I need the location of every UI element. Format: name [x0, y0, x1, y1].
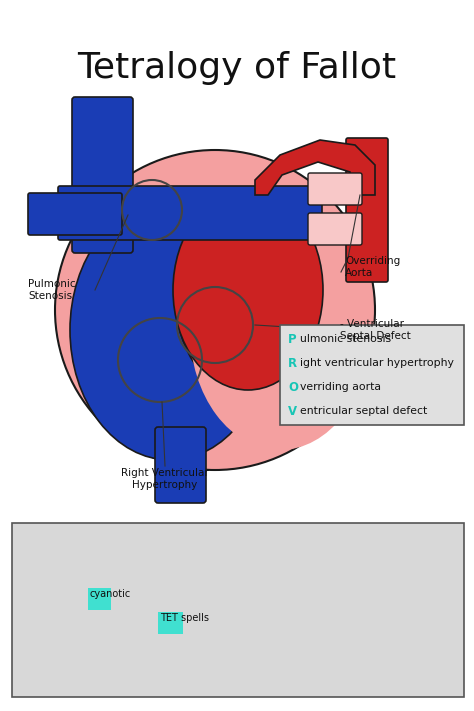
Text: ulmonic stenosis: ulmonic stenosis [300, 334, 391, 344]
FancyBboxPatch shape [88, 587, 111, 609]
Text: ight ventricular hypertrophy: ight ventricular hypertrophy [300, 358, 454, 368]
FancyBboxPatch shape [280, 325, 464, 425]
FancyBboxPatch shape [58, 186, 322, 240]
FancyBboxPatch shape [28, 193, 122, 235]
PathPatch shape [255, 140, 375, 195]
Text: · 4 defects: VSD, pulmonary stenosis, R ventricular hypertrophy, ↑ overriding ao: · 4 defects: VSD, pulmonary stenosis, R … [24, 565, 432, 575]
FancyBboxPatch shape [12, 523, 464, 697]
FancyBboxPatch shape [308, 173, 362, 205]
Text: P: P [288, 333, 297, 346]
Text: Right Ventricular
Hypertrophy: Right Ventricular Hypertrophy [121, 468, 209, 490]
FancyBboxPatch shape [346, 138, 388, 282]
Text: O: O [288, 380, 298, 394]
Ellipse shape [55, 150, 375, 470]
Ellipse shape [175, 190, 335, 400]
FancyBboxPatch shape [155, 427, 206, 503]
Text: TET spells: TET spells [160, 613, 209, 623]
Text: at birth: at birth [112, 589, 152, 599]
Ellipse shape [70, 200, 270, 460]
Text: · Repair includes closure of VSD ↑ resection of stenosis, placement of: · Repair includes closure of VSD ↑ resec… [24, 661, 365, 671]
Text: · Obstructive Defect: · Obstructive Defect [24, 541, 135, 551]
Text: V: V [288, 405, 297, 417]
Text: verriding aorta: verriding aorta [300, 382, 381, 392]
Text: cyanotic: cyanotic [90, 589, 131, 599]
Text: · Some infants appear acutely: · Some infants appear acutely [24, 589, 174, 599]
Text: Tetralogy of Fallot: Tetralogy of Fallot [77, 51, 397, 85]
Text: entricular septal defect: entricular septal defect [300, 406, 427, 416]
Text: · Characteristic murmur: · Characteristic murmur [24, 637, 141, 647]
FancyBboxPatch shape [158, 611, 183, 634]
Text: R: R [288, 356, 297, 370]
Text: - Ventricular
Septal Defect: - Ventricular Septal Defect [340, 319, 411, 341]
FancyBboxPatch shape [308, 213, 362, 245]
Text: Pulmonic
Stenosis: Pulmonic Stenosis [28, 279, 76, 301]
Ellipse shape [190, 210, 370, 450]
Ellipse shape [173, 190, 323, 390]
Text: pericardial patch to enlarge the right ventricle: pericardial patch to enlarge the right v… [30, 682, 257, 692]
FancyBboxPatch shape [72, 97, 133, 253]
Text: · Acute episodes of cyanosis or hypoxia called blue spells or: · Acute episodes of cyanosis or hypoxia … [24, 613, 320, 623]
Text: Overriding
Aorta: Overriding Aorta [345, 256, 400, 278]
